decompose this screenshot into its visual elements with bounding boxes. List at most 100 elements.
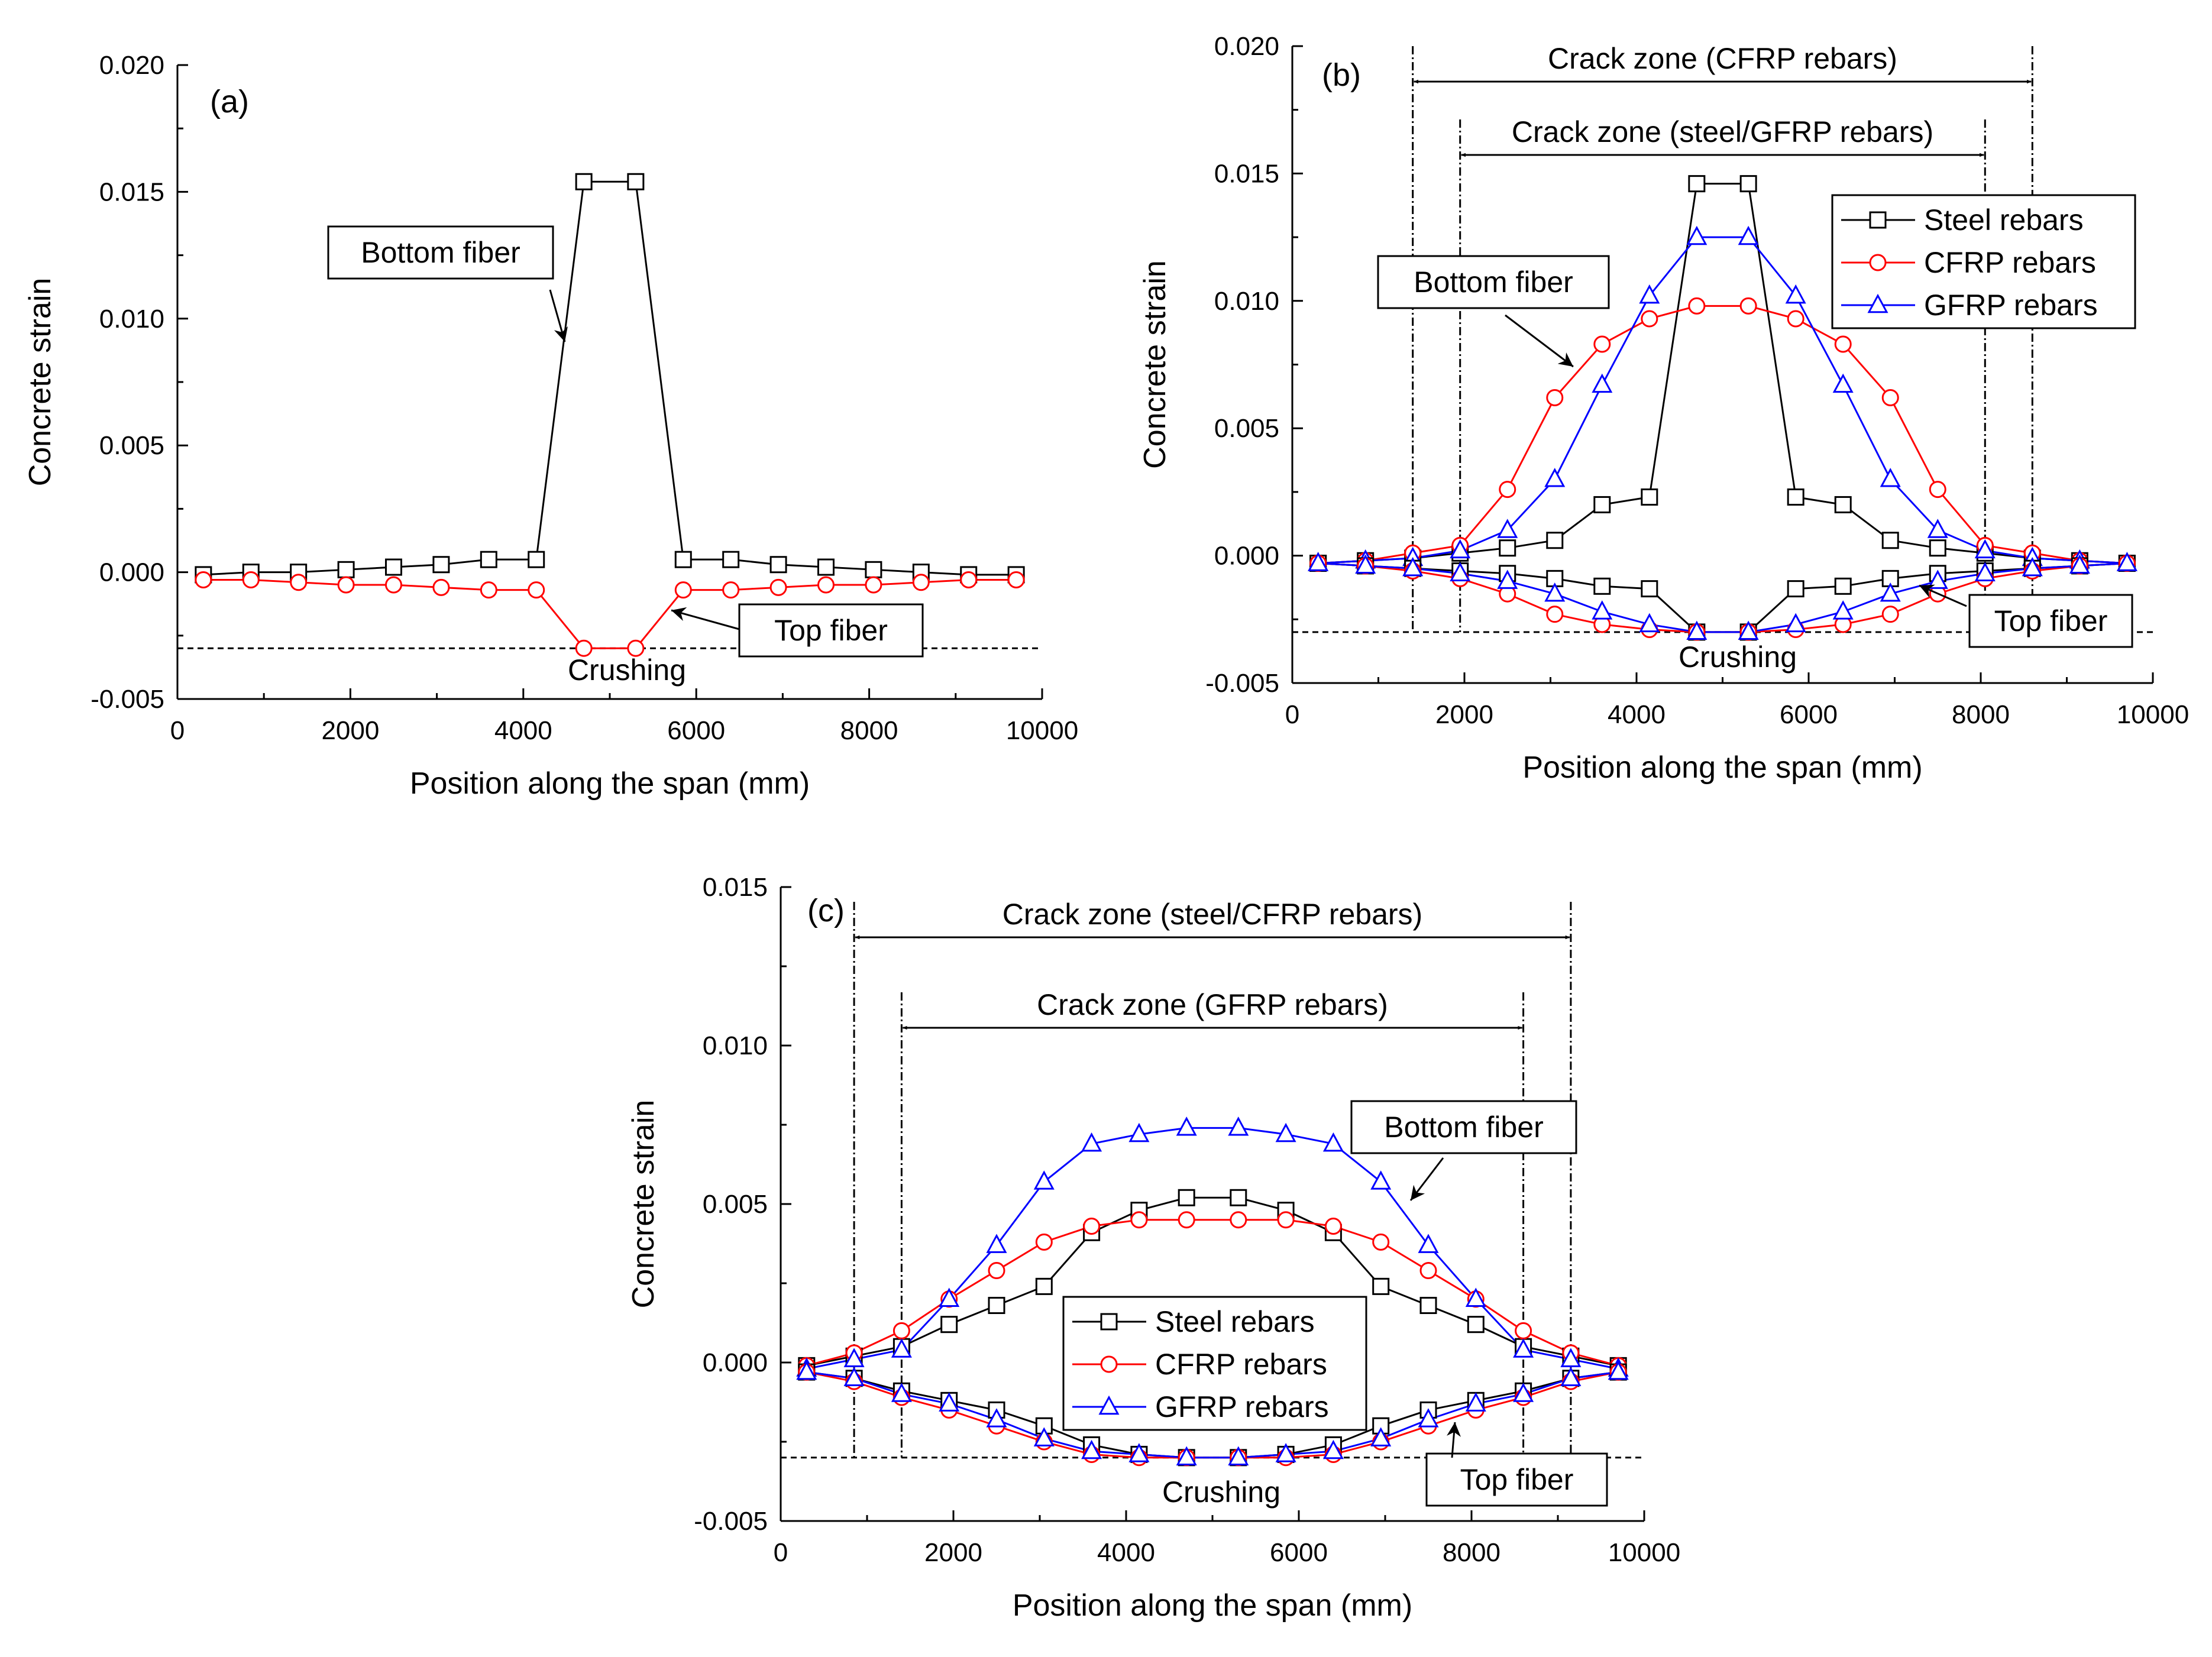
y-tick-label: 0.000 <box>99 558 164 587</box>
data-point-top-fiber <box>627 639 645 657</box>
data-point-gfrp-rebars-top <box>2022 556 2043 577</box>
legend-label: Steel rebars <box>1155 1305 1315 1338</box>
data-point-gfrp-rebars-top <box>2069 554 2090 574</box>
panel-c: 0 2000 4000 6000 8000 10000 -0.005 0.000 0.005 0.… <box>626 873 1680 1623</box>
series-line-bottom-fiber <box>203 180 1017 576</box>
data-point-gfrp-rebars-bottom <box>1832 373 1854 393</box>
data-point-gfrp-rebars-top <box>1128 1443 1150 1462</box>
bottom-fiber-label: Bottom fiber <box>361 236 520 269</box>
bottom-fiber-label-box <box>1377 255 1610 309</box>
data-point-gfrp-rebars-bottom <box>1450 539 1471 559</box>
data-point-top-fiber <box>195 571 212 588</box>
legend-label: CFRP rebars <box>1155 1348 1327 1381</box>
data-point-top-fiber <box>242 571 260 588</box>
data-point-cfrp-rebars-bottom <box>1515 1322 1532 1339</box>
series-line-cfrp-rebars-bottom <box>1318 305 2127 565</box>
data-point-gfrp-rebars-top <box>1033 1427 1055 1446</box>
x-tick-label: 4000 <box>1608 700 1666 729</box>
data-point-gfrp-rebars-top <box>1974 562 1996 581</box>
data-point-bottom-fiber <box>722 551 740 568</box>
data-point-bottom-fiber <box>432 556 450 574</box>
bottom-fiber-label: Bottom fiber <box>1414 266 1573 299</box>
data-point-gfrp-rebars-top <box>1402 556 1424 577</box>
data-point-gfrp-rebars-bottom <box>891 1338 912 1358</box>
data-point-gfrp-rebars-bottom <box>939 1287 960 1307</box>
y-tick-label: 0.005 <box>1214 414 1279 443</box>
data-point-gfrp-rebars-top <box>1450 562 1471 581</box>
data-point-gfrp-rebars-bottom <box>1418 1234 1439 1253</box>
data-point-steel-rebars-bottom <box>1035 1277 1053 1295</box>
data-point-gfrp-rebars-top <box>1544 582 1566 602</box>
bottom-fiber-label-box <box>327 225 554 280</box>
data-point-bottom-fiber <box>674 551 692 568</box>
y-axis-title: Concrete strain <box>1138 260 1172 469</box>
x-tick-label: 6000 <box>1780 700 1838 729</box>
legend-marker <box>1098 1395 1120 1415</box>
data-point-gfrp-rebars-top <box>1308 552 1329 571</box>
crushing-label: Crushing <box>1679 640 1797 674</box>
x-tick-label: 0 <box>774 1538 788 1567</box>
data-point-bottom-fiber <box>385 558 402 576</box>
data-point-gfrp-rebars-bottom <box>1465 1287 1486 1307</box>
data-point-cfrp-rebars-bottom <box>1419 1262 1437 1280</box>
data-point-gfrp-rebars-bottom <box>1927 519 1948 538</box>
data-point-cfrp-rebars-bottom <box>1546 389 1564 407</box>
data-point-cfrp-rebars-bottom <box>1178 1211 1195 1229</box>
data-point-cfrp-rebars-bottom <box>1739 297 1757 315</box>
y-tick-label: 0.010 <box>99 305 164 334</box>
data-point-steel-rebars-bottom <box>1787 488 1804 506</box>
data-point-top-fiber <box>722 581 740 599</box>
data-point-top-fiber <box>1007 571 1025 588</box>
data-point-cfrp-rebars-top <box>1546 606 1564 623</box>
data-point-gfrp-rebars-bottom <box>1639 284 1660 304</box>
y-tick-label: 0.010 <box>1214 287 1279 316</box>
data-point-bottom-fiber <box>865 561 882 578</box>
data-point-top-fiber <box>960 571 978 588</box>
data-point-top-fiber <box>480 581 497 599</box>
data-point-cfrp-rebars-bottom <box>1324 1218 1342 1235</box>
data-point-gfrp-rebars-bottom <box>1370 1170 1392 1190</box>
data-point-gfrp-rebars-top <box>1686 620 1707 640</box>
data-point-cfrp-rebars-bottom <box>988 1262 1005 1280</box>
crushing-label: Crushing <box>568 653 686 687</box>
data-point-cfrp-rebars-bottom <box>1787 310 1804 328</box>
panel-label: (a) <box>210 84 249 119</box>
data-point-cfrp-rebars-bottom <box>892 1322 910 1339</box>
data-point-gfrp-rebars-top <box>843 1367 865 1386</box>
y-tick-label: -0.005 <box>1205 669 1279 698</box>
bottom-fiber-label-box <box>1350 1100 1577 1154</box>
data-point-gfrp-rebars-bottom <box>1513 1338 1534 1358</box>
legend-marker <box>1100 1313 1118 1331</box>
x-tick-label: 8000 <box>840 716 898 745</box>
top-fiber-label-box <box>1968 594 2133 648</box>
data-point-steel-rebars-bottom <box>1834 496 1852 513</box>
x-tick-label: 8000 <box>1952 700 2010 729</box>
data-point-bottom-fiber <box>575 173 593 190</box>
x-tick-label: 10000 <box>1608 1538 1680 1567</box>
data-point-top-fiber <box>385 576 402 594</box>
data-point-top-fiber <box>290 574 308 591</box>
data-point-cfrp-rebars-bottom <box>1130 1211 1148 1229</box>
x-tick-label: 2000 <box>924 1538 982 1567</box>
data-point-gfrp-rebars-bottom <box>1275 1122 1296 1143</box>
x-tick-label: 10000 <box>2117 700 2189 729</box>
data-point-top-fiber <box>817 576 835 594</box>
data-point-gfrp-rebars-bottom <box>1738 225 1759 245</box>
data-point-top-fiber <box>432 578 450 596</box>
x-axis-title: Position along the span (mm) <box>1522 750 1922 785</box>
legend-label: GFRP rebars <box>1924 289 2098 322</box>
data-point-gfrp-rebars-top <box>1370 1427 1392 1446</box>
legend-label: CFRP rebars <box>1924 246 2096 279</box>
x-tick-label: 6000 <box>1270 1538 1328 1567</box>
top-fiber-label: Top fiber <box>1460 1463 1574 1496</box>
data-point-gfrp-rebars-top <box>796 1360 817 1380</box>
x-axis-title: Position along the span (mm) <box>1013 1588 1412 1623</box>
data-point-gfrp-rebars-top <box>1785 613 1806 633</box>
data-point-gfrp-rebars-top <box>1639 613 1660 633</box>
data-point-cfrp-rebars-bottom <box>1499 481 1516 499</box>
data-point-gfrp-rebars-top <box>1355 554 1376 574</box>
data-point-gfrp-rebars-bottom <box>1560 1348 1582 1367</box>
data-point-gfrp-rebars-top <box>1322 1439 1344 1459</box>
x-tick-label: 2000 <box>321 716 379 745</box>
data-point-gfrp-rebars-bottom <box>843 1348 865 1367</box>
